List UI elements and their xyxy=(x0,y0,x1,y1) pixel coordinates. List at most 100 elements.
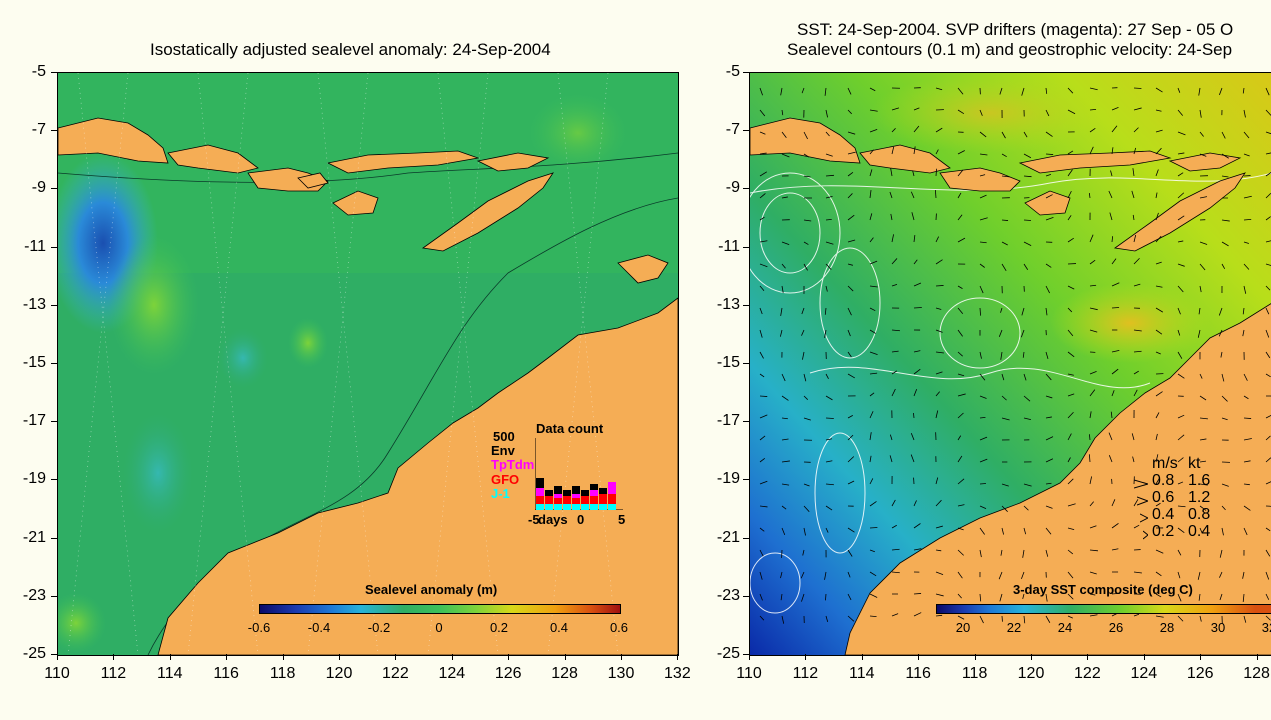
velocity-arrow xyxy=(1133,234,1137,243)
velocity-arrow xyxy=(802,549,805,556)
velocity-arrow xyxy=(913,523,921,529)
velocity-arrow xyxy=(1067,329,1074,337)
data-count-ymax: 500 xyxy=(493,429,515,444)
velocity-arrow xyxy=(1110,411,1113,419)
velocity-arrow xyxy=(1001,505,1008,512)
left-lon-tick: 122 xyxy=(382,665,409,682)
right-lon-tickmark xyxy=(1031,654,1032,660)
velocity-arrow xyxy=(957,435,962,441)
velocity-arrow xyxy=(1001,527,1005,535)
velocity-arrow xyxy=(1089,146,1094,155)
velocity-arrow xyxy=(979,109,983,116)
velocity-arrow xyxy=(1221,219,1230,222)
velocity-arrow xyxy=(1110,170,1113,177)
velocity-arrow xyxy=(825,285,828,292)
velocity-arrow xyxy=(1133,613,1140,617)
velocity-arrow xyxy=(847,214,855,221)
velocity-arrow xyxy=(1133,499,1139,507)
velocity-arrow xyxy=(1177,192,1185,199)
velocity-arrow xyxy=(957,412,964,419)
velocity-arrow xyxy=(869,615,877,617)
left-lat-tickmark xyxy=(51,304,57,306)
velocity-arrow xyxy=(1177,593,1182,602)
velocity-arrow xyxy=(1111,368,1119,375)
velocity-arrow xyxy=(1021,571,1025,580)
right-map-title-line2: Sealevel contours (0.1 m) and geostrophi… xyxy=(787,40,1233,59)
velocity-arrow xyxy=(1089,614,1098,617)
velocity-arrow xyxy=(1000,307,1003,313)
velocity-arrow xyxy=(891,524,897,529)
sealevel-colorbar-tick: -0.4 xyxy=(307,620,331,635)
velocity-arrow xyxy=(1221,483,1229,487)
velocity-arrow xyxy=(1265,329,1270,338)
velocity-arrow xyxy=(780,307,783,316)
right-lat-tickmark xyxy=(743,421,749,423)
velocity-arrow xyxy=(803,263,808,271)
velocity-arrow xyxy=(824,571,827,580)
velocity-arrow xyxy=(1132,456,1135,463)
velocity-arrow xyxy=(1198,87,1201,96)
right-lat-tick: -19 xyxy=(716,470,740,488)
velocity-arrow xyxy=(1155,212,1159,221)
velocity-arrow xyxy=(1155,147,1162,155)
velocity-arrow xyxy=(957,571,963,579)
velocity-arrow xyxy=(847,351,852,358)
velocity-arrow xyxy=(759,351,764,359)
histogram-x-label-zero: 0 xyxy=(577,512,585,527)
velocity-arrow xyxy=(1177,329,1181,336)
velocity-arrow xyxy=(1198,307,1201,315)
velocity-arrow xyxy=(1177,307,1181,315)
velocity-arrow xyxy=(759,285,765,291)
velocity-arrow xyxy=(781,131,787,138)
velocity-arrow xyxy=(824,87,827,96)
velocity-arrow xyxy=(1197,571,1201,580)
velocity-arrow xyxy=(1023,417,1031,421)
velocity-arrow xyxy=(1265,457,1271,463)
sst-velocity-map[interactable] xyxy=(749,72,1271,656)
velocity-arrow xyxy=(847,263,854,266)
velocity-arrow xyxy=(1089,549,1098,552)
left-lon-tickmark xyxy=(226,654,228,660)
velocity-arrow xyxy=(825,505,833,511)
velocity-arrow xyxy=(935,329,943,333)
left-lon-tickmark xyxy=(169,654,171,660)
velocity-arrow xyxy=(1199,241,1208,245)
velocity-legend-header-ms: m/s xyxy=(1152,455,1178,472)
velocity-arrow xyxy=(825,483,834,486)
velocity-arrow xyxy=(913,389,918,397)
velocity-arrow xyxy=(913,107,920,111)
velocity-arrow xyxy=(847,480,855,485)
velocity-arrow xyxy=(889,434,893,441)
velocity-arrow xyxy=(1221,527,1224,536)
left-lon-tick: 116 xyxy=(213,665,239,682)
velocity-arrow xyxy=(891,329,900,332)
sealevel-anomaly-map[interactable] xyxy=(57,72,679,656)
right-lon-tick: 126 xyxy=(1186,665,1214,682)
right-lon-tickmark xyxy=(918,654,920,660)
right-lon-tick: 110 xyxy=(736,665,762,682)
velocity-arrow xyxy=(1265,571,1270,580)
velocity-arrow xyxy=(1088,454,1091,463)
velocity-arrow xyxy=(1089,411,1092,419)
right-lon-tickmark xyxy=(974,654,976,660)
velocity-arrow xyxy=(957,455,963,463)
velocity-arrow xyxy=(869,501,877,507)
velocity-arrow xyxy=(891,350,899,353)
velocity-arrow xyxy=(979,373,986,381)
velocity-arrow xyxy=(1177,505,1186,508)
velocity-arrow xyxy=(1265,263,1271,266)
velocity-arrow xyxy=(1089,525,1097,529)
velocity-arrow xyxy=(1023,373,1027,381)
velocity-arrow xyxy=(999,593,1003,602)
velocity-arrow xyxy=(957,393,966,397)
velocity-arrow xyxy=(957,214,963,221)
velocity-arrow xyxy=(935,127,943,133)
velocity-arrow xyxy=(891,571,900,574)
right-lon-tick: 116 xyxy=(905,665,931,682)
velocity-arrow xyxy=(1045,458,1054,463)
velocity-arrow xyxy=(869,478,874,485)
data-count-histogram xyxy=(534,438,623,511)
right-lon-tickmark xyxy=(1256,654,1258,660)
velocity-arrow xyxy=(1133,350,1142,353)
velocity-arrow xyxy=(935,525,943,529)
